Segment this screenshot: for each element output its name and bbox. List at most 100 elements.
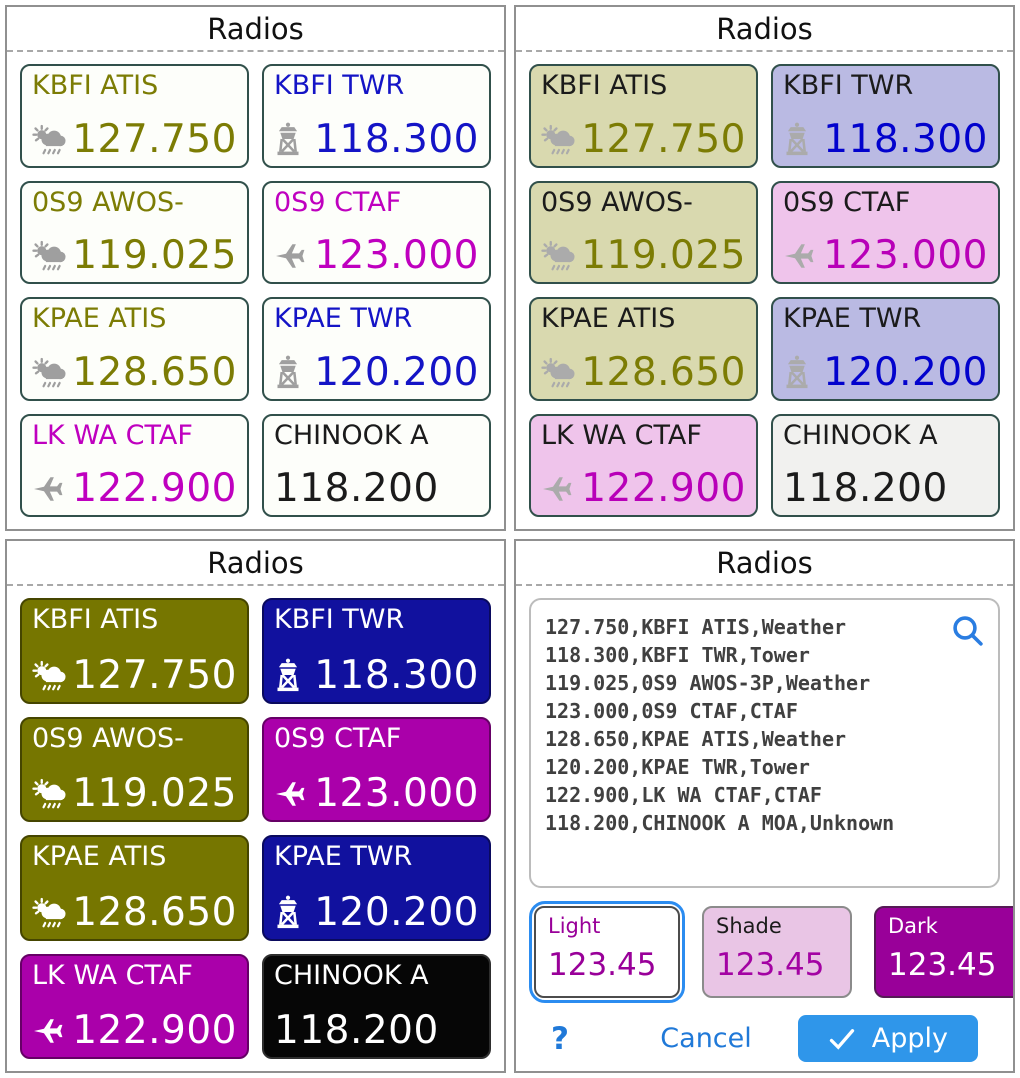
radio-card-grid: KBFI ATIS 127.750 KBFI TWR 118.300 0S9 A… xyxy=(7,52,504,529)
radio-card[interactable]: KPAE ATIS 128.650 xyxy=(20,835,249,941)
radio-card-frequency: 119.025 xyxy=(72,771,237,816)
weather-icon xyxy=(32,777,68,810)
radio-card[interactable]: KBFI ATIS 127.750 xyxy=(20,598,249,704)
check-icon xyxy=(828,1027,856,1051)
theme-option-label: Dark xyxy=(888,914,938,938)
radio-card-frequency: 128.650 xyxy=(581,349,746,395)
radio-card-frequency: 122.900 xyxy=(581,466,746,511)
radio-card[interactable]: 0S9 AWOS- 119.025 xyxy=(20,716,249,822)
radio-card-frequency: 120.200 xyxy=(823,349,988,395)
radio-card[interactable]: KPAE TWR 120.200 xyxy=(262,835,491,941)
radio-card-label: LK WA CTAF xyxy=(32,959,193,991)
radio-card-label: KBFI ATIS xyxy=(541,70,668,101)
radio-card-label: KPAE TWR xyxy=(274,841,413,872)
radio-card-frequency: 119.025 xyxy=(72,233,237,278)
weather-icon xyxy=(32,896,68,929)
airplane-icon xyxy=(783,240,815,272)
weather-icon xyxy=(541,239,577,272)
dialog-footer: ? Cancel Apply xyxy=(529,1015,1000,1062)
radio-card-label: 0S9 CTAF xyxy=(274,722,402,754)
apply-button[interactable]: Apply xyxy=(797,1015,978,1062)
tower-icon xyxy=(274,658,302,692)
radio-card-frequency: 122.900 xyxy=(72,466,237,511)
radio-card-label: CHINOOK A xyxy=(274,959,429,991)
radio-card[interactable]: KPAE ATIS 128.650 xyxy=(20,297,249,401)
radio-card-label: KPAE TWR xyxy=(274,303,413,334)
panel-shade-theme: Radios KBFI ATIS 127.750 KBFI TWR 118.30… xyxy=(514,5,1015,531)
frequency-line: 119.025,0S9 AWOS-3P,Weather xyxy=(545,671,871,695)
radio-card-label: KBFI TWR xyxy=(274,70,405,101)
weather-icon xyxy=(32,356,68,389)
airplane-icon xyxy=(274,778,306,810)
radio-card[interactable]: CHINOOK A 118.200 xyxy=(262,953,491,1059)
tower-icon xyxy=(783,122,811,156)
frequency-line: 127.750,KBFI ATIS,Weather xyxy=(545,615,847,639)
radio-card[interactable]: 0S9 AWOS- 119.025 xyxy=(20,180,249,284)
radio-card[interactable]: KPAE ATIS 128.650 xyxy=(529,297,758,401)
radio-card[interactable]: LK WA CTAF 122.900 xyxy=(20,413,249,517)
weather-icon xyxy=(541,356,577,389)
radio-card[interactable]: LK WA CTAF 122.900 xyxy=(20,953,249,1059)
theme-option-sample: 123.45 xyxy=(888,947,997,983)
radio-card[interactable]: KPAE TWR 120.200 xyxy=(771,297,1000,401)
frequency-line: 120.200,KPAE TWR,Tower xyxy=(545,755,810,779)
airplane-icon xyxy=(541,473,573,505)
radio-card-frequency: 128.650 xyxy=(72,349,237,395)
theme-option-sample: 123.45 xyxy=(548,947,657,983)
panel-title: Radios xyxy=(7,541,504,586)
radio-card[interactable]: 0S9 CTAF 123.000 xyxy=(771,180,1000,284)
radio-card-frequency: 120.200 xyxy=(314,349,479,395)
weather-icon xyxy=(32,659,68,692)
editor-body: 127.750,KBFI ATIS,Weather 118.300,KBFI T… xyxy=(516,586,1013,1071)
weather-icon xyxy=(541,123,577,156)
radio-card[interactable]: KPAE TWR 120.200 xyxy=(262,297,491,401)
radio-card[interactable]: KBFI TWR 118.300 xyxy=(771,64,1000,168)
radio-card-label: 0S9 AWOS- xyxy=(32,722,184,754)
cancel-button[interactable]: Cancel xyxy=(660,1023,752,1054)
tower-icon xyxy=(274,355,302,389)
radio-card[interactable]: 0S9 CTAF 123.000 xyxy=(262,180,491,284)
radio-card-label: 0S9 AWOS- xyxy=(32,186,184,218)
radio-card[interactable]: KBFI TWR 118.300 xyxy=(262,64,491,168)
tower-icon xyxy=(783,355,811,389)
weather-icon xyxy=(32,123,68,156)
radio-card-grid: KBFI ATIS 127.750 KBFI TWR 118.300 0S9 A… xyxy=(516,52,1013,529)
radio-card-frequency: 118.300 xyxy=(314,652,479,698)
search-icon[interactable] xyxy=(950,613,986,653)
radio-card[interactable]: 0S9 AWOS- 119.025 xyxy=(529,180,758,284)
radio-card-label: CHINOOK A xyxy=(274,419,429,451)
panel-title: Radios xyxy=(516,541,1013,586)
radio-card[interactable]: CHINOOK A 118.200 xyxy=(262,413,491,517)
panel-radios-editor: Radios 127.750,KBFI ATIS,Weather 118.300… xyxy=(514,539,1015,1073)
panel-title: Radios xyxy=(7,7,504,52)
theme-option-label: Light xyxy=(548,914,601,938)
radio-card[interactable]: LK WA CTAF 122.900 xyxy=(529,413,758,517)
radio-card-label: 0S9 CTAF xyxy=(783,186,911,218)
radio-card-frequency: 123.000 xyxy=(314,771,479,816)
theme-option-shade[interactable]: Shade 123.45 xyxy=(697,901,857,1003)
radio-card-label: 0S9 CTAF xyxy=(274,186,402,218)
radio-card-frequency: 118.300 xyxy=(823,116,988,162)
radio-card[interactable]: KBFI ATIS 127.750 xyxy=(529,64,758,168)
help-button[interactable]: ? xyxy=(551,1020,569,1057)
radio-card[interactable]: KBFI TWR 118.300 xyxy=(262,598,491,704)
radio-card[interactable]: KBFI ATIS 127.750 xyxy=(20,64,249,168)
radio-card-label: CHINOOK A xyxy=(783,419,938,451)
frequency-line: 118.200,CHINOOK A MOA,Unknown xyxy=(545,811,895,835)
radio-card-frequency: 122.900 xyxy=(72,1008,237,1053)
radio-card-label: KPAE ATIS xyxy=(541,303,676,334)
radio-card[interactable]: CHINOOK A 118.200 xyxy=(771,413,1000,517)
radio-card-frequency: 118.200 xyxy=(274,1008,439,1053)
apply-button-label: Apply xyxy=(871,1023,948,1054)
radio-card-label: KPAE ATIS xyxy=(32,841,167,872)
radio-card-label: 0S9 AWOS- xyxy=(541,186,693,218)
theme-option-dark[interactable]: Dark 123.45 xyxy=(869,901,1013,1003)
frequency-list-textarea[interactable]: 127.750,KBFI ATIS,Weather 118.300,KBFI T… xyxy=(529,598,1000,888)
radio-card-frequency: 118.200 xyxy=(783,466,948,511)
radio-card-frequency: 127.750 xyxy=(72,116,237,162)
tower-icon xyxy=(274,895,302,929)
theme-option-light[interactable]: Light 123.45 xyxy=(529,901,685,1003)
radio-card[interactable]: 0S9 CTAF 123.000 xyxy=(262,716,491,822)
radio-card-frequency: 118.200 xyxy=(274,466,439,511)
